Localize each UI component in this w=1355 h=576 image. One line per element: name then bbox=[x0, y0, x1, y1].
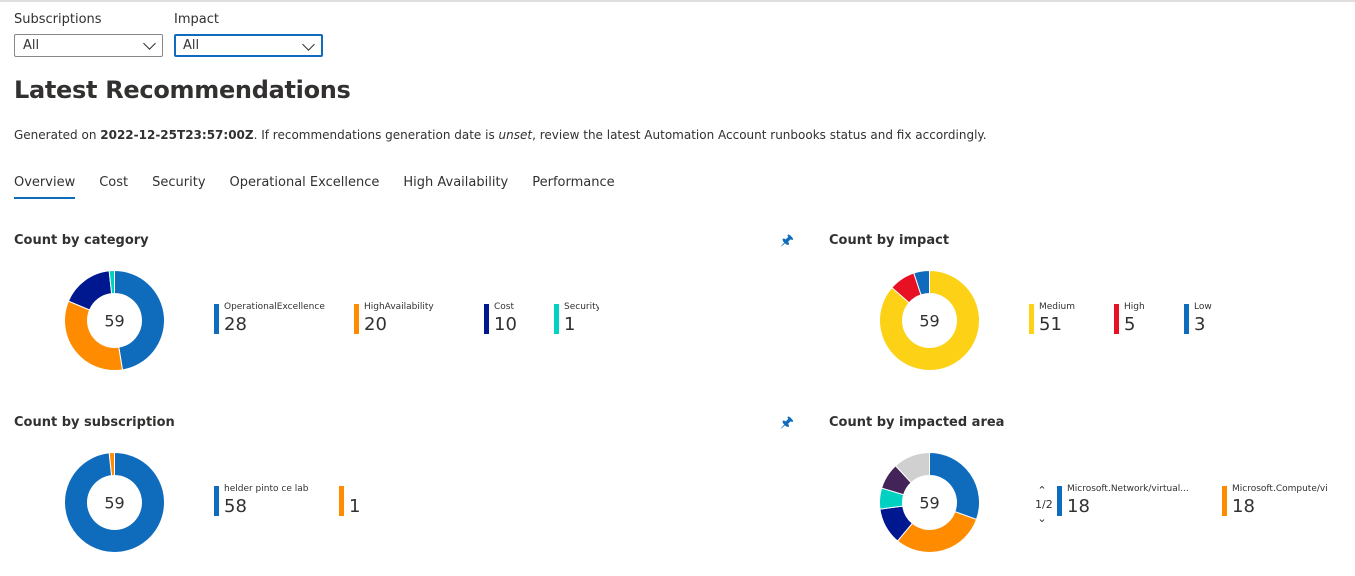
legend-item[interactable]: HighAvailability 20 bbox=[354, 302, 484, 335]
donut-total: 59 bbox=[104, 312, 124, 331]
legend-item[interactable]: High 5 bbox=[1114, 302, 1184, 335]
legend-label: Security bbox=[564, 302, 599, 312]
chevron-down-icon[interactable]: ⌄ bbox=[1037, 512, 1047, 525]
chart-title-category: Count by category bbox=[14, 233, 149, 248]
donut-slice[interactable] bbox=[108, 270, 115, 295]
donut-impact: 59 bbox=[879, 270, 980, 371]
legend-impact: Medium 51 High 5 Low 3 bbox=[1029, 302, 1254, 335]
legend-item[interactable]: 1 bbox=[339, 484, 409, 517]
donut-slice[interactable] bbox=[896, 511, 978, 553]
pager-text: 1/2 bbox=[1035, 498, 1053, 511]
legend-item[interactable]: Medium 51 bbox=[1029, 302, 1114, 335]
legend-value: 20 bbox=[364, 314, 387, 335]
gen-suffix: , review the latest Automation Account r… bbox=[532, 128, 987, 142]
donut-slice[interactable] bbox=[108, 452, 115, 477]
legend-label: High bbox=[1124, 302, 1145, 312]
legend-label: helder pinto ce lab bbox=[224, 484, 309, 494]
donut-total: 59 bbox=[919, 312, 939, 331]
legend-impacted-area: Microsoft.Network/virtual... 18 Microsoft.… bbox=[1057, 484, 1352, 517]
legend-value: 1 bbox=[564, 314, 576, 335]
chart-title-subscription: Count by subscription bbox=[14, 415, 175, 430]
legend-value: 58 bbox=[224, 496, 247, 517]
legend-label: Low bbox=[1194, 302, 1212, 312]
chart-title-impact: Count by impact bbox=[829, 233, 950, 248]
legend-value: 51 bbox=[1039, 314, 1062, 335]
legend-label: Medium bbox=[1039, 302, 1075, 312]
legend-color-bar bbox=[1029, 304, 1034, 334]
donut-category: 59 bbox=[64, 270, 165, 371]
donut-total: 59 bbox=[104, 494, 124, 513]
legend-value: 10 bbox=[494, 314, 517, 335]
legend-color-bar bbox=[214, 486, 219, 516]
legend-value: 18 bbox=[1067, 496, 1090, 517]
legend-color-bar bbox=[354, 304, 359, 334]
tab-operational-excellence[interactable]: Operational Excellence bbox=[229, 175, 380, 190]
legend-item[interactable]: helder pinto ce lab 58 bbox=[214, 484, 339, 517]
legend-color-bar bbox=[554, 304, 559, 334]
legend-pager: ⌃ 1/2 ⌄ bbox=[1035, 484, 1053, 526]
legend-label: OperationalExcellence bbox=[224, 302, 325, 312]
legend-label: Microsoft.Network/virtual... bbox=[1067, 484, 1189, 494]
impact-value: All bbox=[183, 38, 200, 53]
chevron-down-icon bbox=[302, 38, 315, 51]
legend-item[interactable]: OperationalExcellence 28 bbox=[214, 302, 354, 335]
subscriptions-value: All bbox=[23, 38, 40, 53]
tab-overview[interactable]: Overview bbox=[14, 175, 76, 199]
legend-item[interactable]: Security 1 bbox=[554, 302, 624, 335]
gen-prefix: Generated on bbox=[14, 128, 101, 142]
legend-color-bar bbox=[1114, 304, 1119, 334]
legend-value: 3 bbox=[1194, 314, 1206, 335]
legend-label: HighAvailability bbox=[364, 302, 434, 312]
tab-cost[interactable]: Cost bbox=[99, 175, 129, 190]
tab-performance[interactable]: Performance bbox=[532, 175, 615, 190]
legend-label: Cost bbox=[494, 302, 515, 312]
legend-value: 1 bbox=[349, 496, 361, 517]
legend-value: 18 bbox=[1232, 496, 1255, 517]
tab-security[interactable]: Security bbox=[152, 175, 206, 190]
pin-icon[interactable]: 🖈 bbox=[780, 413, 794, 431]
donut-slice[interactable] bbox=[913, 270, 930, 296]
donut-slice[interactable] bbox=[894, 452, 930, 484]
gen-date: 2022-12-25T23:57:00Z bbox=[100, 128, 254, 142]
tab-high-availability[interactable]: High Availability bbox=[403, 175, 509, 190]
legend-category: OperationalExcellence 28 HighAvailability 2… bbox=[214, 302, 624, 335]
generated-text: Generated on 2022-12-25T23:57:00Z. If re… bbox=[14, 128, 987, 142]
chevron-down-icon bbox=[143, 37, 156, 50]
donut-subscription: 59 bbox=[64, 452, 165, 553]
legend-color-bar bbox=[214, 304, 219, 334]
impact-dropdown[interactable]: All bbox=[174, 34, 323, 57]
legend-color-bar bbox=[339, 486, 344, 516]
impact-label: Impact bbox=[174, 12, 219, 27]
donut-slice[interactable] bbox=[64, 452, 165, 553]
pin-icon[interactable]: 🖈 bbox=[780, 231, 794, 249]
legend-item[interactable]: Cost 10 bbox=[484, 302, 554, 335]
legend-color-bar bbox=[1184, 304, 1189, 334]
donut-slice[interactable] bbox=[879, 270, 980, 371]
gen-unset: unset bbox=[498, 128, 533, 142]
donut-slice[interactable] bbox=[64, 300, 124, 371]
donut-impacted-area: 59 bbox=[879, 452, 980, 553]
tab-bar: Overview Cost Security Operational Excel… bbox=[14, 175, 615, 199]
top-divider bbox=[0, 0, 1355, 2]
legend-value: 5 bbox=[1124, 314, 1136, 335]
page-title: Latest Recommendations bbox=[14, 76, 351, 104]
legend-color-bar bbox=[484, 304, 489, 334]
gen-mid: . If recommendations generation date is bbox=[253, 128, 499, 142]
chart-title-impacted-area: Count by impacted area bbox=[829, 415, 1005, 430]
legend-subscription: helder pinto ce lab 58 1 bbox=[214, 484, 409, 517]
donut-slice[interactable] bbox=[114, 270, 165, 371]
subscriptions-dropdown[interactable]: All bbox=[14, 34, 163, 57]
legend-color-bar bbox=[1222, 486, 1227, 516]
subscriptions-label: Subscriptions bbox=[14, 12, 102, 27]
legend-item[interactable]: Microsoft.Compute/virtua... 18 bbox=[1222, 484, 1352, 517]
chevron-up-icon[interactable]: ⌃ bbox=[1037, 484, 1047, 497]
legend-color-bar bbox=[1057, 486, 1062, 516]
donut-total: 59 bbox=[919, 494, 939, 513]
legend-item[interactable]: Low 3 bbox=[1184, 302, 1254, 335]
donut-slice[interactable] bbox=[67, 270, 113, 311]
donut-slice[interactable] bbox=[929, 452, 980, 521]
legend-value: 28 bbox=[224, 314, 247, 335]
legend-item[interactable]: Microsoft.Network/virtual... 18 bbox=[1057, 484, 1222, 517]
legend-label: Microsoft.Compute/virtua... bbox=[1232, 484, 1327, 494]
